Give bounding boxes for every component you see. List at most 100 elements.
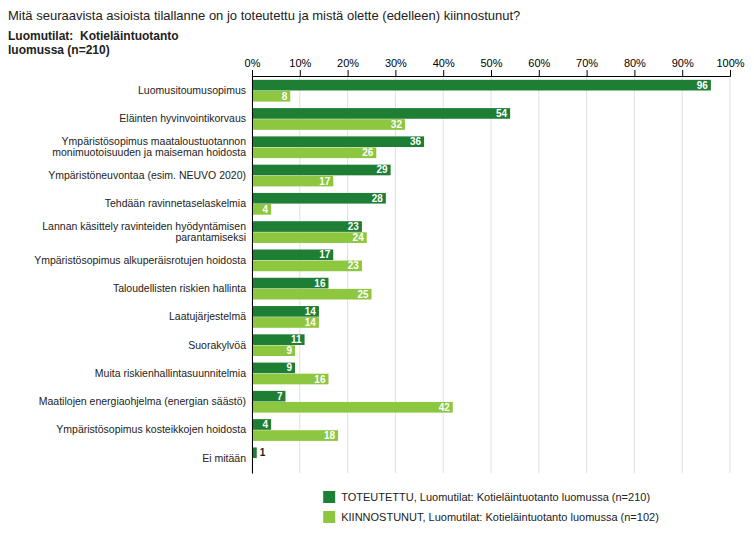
x-tick-mark xyxy=(443,70,444,76)
y-tick-label: Ympäristösopimus kosteikkojen hoidosta xyxy=(56,423,246,435)
y-tick: Ei mitään xyxy=(202,452,246,464)
data-label: 16 xyxy=(314,278,326,289)
x-tick-label: 50% xyxy=(480,57,502,69)
x-tick: 20% xyxy=(337,57,359,76)
y-tick-label: Ei mitään xyxy=(202,452,246,464)
legend-item: TOTEUTETTU, Luomutilat: Kotieläintuotant… xyxy=(323,491,650,503)
data-label: 14 xyxy=(305,317,317,328)
data-label: 4 xyxy=(263,204,269,215)
bar xyxy=(252,176,333,187)
x-tick-mark xyxy=(730,70,731,76)
data-labels: 9654362928231716141197418322617424232514… xyxy=(260,80,709,459)
x-tick-mark xyxy=(634,70,635,76)
y-tick: Suorakylvöä xyxy=(188,339,246,351)
y-tick: Luomusitoumusopimus xyxy=(138,84,246,96)
x-tick-mark xyxy=(252,70,253,76)
bar xyxy=(252,317,319,328)
data-label: 17 xyxy=(319,249,331,260)
x-tick: 30% xyxy=(385,57,407,76)
y-tick-label: Laatujärjestelmä xyxy=(169,310,246,322)
grid-line xyxy=(634,76,635,473)
grid-line xyxy=(347,76,348,473)
bar xyxy=(252,249,333,260)
bar xyxy=(252,136,424,147)
y-tick: Laatujärjestelmä xyxy=(169,310,246,322)
y-axis: Luomusitoumusopimus Eläinten hyvinvointik… xyxy=(34,77,252,474)
bar xyxy=(252,334,305,345)
y-tick: Ympäristösopimus maataloustuotannonmonim… xyxy=(52,135,246,159)
grid-line xyxy=(491,76,492,473)
data-label: 96 xyxy=(697,80,709,91)
bar xyxy=(252,108,510,119)
bar xyxy=(252,147,376,158)
x-tick-label: 20% xyxy=(337,57,359,69)
data-label: 17 xyxy=(319,176,331,187)
y-tick: Ympäristösopimus alkuperäisrotujen hoido… xyxy=(34,254,246,266)
bar xyxy=(252,419,271,430)
grid-line xyxy=(252,76,253,473)
data-label: 8 xyxy=(282,91,288,102)
x-tick: 80% xyxy=(624,57,646,76)
legend-label: TOTEUTETTU, Luomutilat: Kotieläintuotant… xyxy=(341,491,650,503)
data-label: 23 xyxy=(348,221,360,232)
y-tick: Lannan käsittely ravinteiden hyödyntämis… xyxy=(42,220,246,244)
bar xyxy=(252,221,362,232)
y-tick-label: Ympäristösopimus maataloustuotannonmonim… xyxy=(52,135,246,159)
y-tick: Maatilojen energiaohjelma (energian sääs… xyxy=(39,395,246,407)
x-tick-mark xyxy=(300,70,301,76)
y-axis-line xyxy=(252,77,253,474)
y-tick: Tehdään ravinnetaselaskelmia xyxy=(105,197,246,209)
bar xyxy=(252,80,711,91)
legend-swatch xyxy=(323,491,335,503)
data-label: 29 xyxy=(376,164,388,175)
data-label: 14 xyxy=(305,306,317,317)
x-tick-mark xyxy=(539,70,540,76)
bar xyxy=(252,261,362,272)
grid xyxy=(252,76,730,473)
data-label: 7 xyxy=(277,391,283,402)
y-tick: Muita riskienhallintasuunnitelmia xyxy=(95,367,246,379)
y-tick-label: Luomusitoumusopimus xyxy=(138,84,246,96)
grid-line xyxy=(443,76,444,473)
x-tick-label: 80% xyxy=(624,57,646,69)
bars xyxy=(252,80,711,458)
grid-line xyxy=(682,76,683,473)
data-label: 32 xyxy=(391,119,403,130)
data-label: 54 xyxy=(496,108,508,119)
x-tick-label: 60% xyxy=(528,57,550,69)
data-label: 9 xyxy=(286,345,292,356)
data-label: 9 xyxy=(286,362,292,373)
x-tick-label: 30% xyxy=(385,57,407,69)
legend-label: KIINNOSTUNUT, Luomutilat: Kotieläintuota… xyxy=(341,511,659,523)
bar xyxy=(252,278,328,289)
x-tick-mark xyxy=(587,70,588,76)
data-label: 11 xyxy=(291,334,302,345)
bar xyxy=(252,165,391,176)
x-tick-label: 0% xyxy=(245,57,261,69)
legend-item: KIINNOSTUNUT, Luomutilat: Kotieläintuota… xyxy=(323,511,659,523)
x-tick-label: 90% xyxy=(672,57,694,69)
grid-line xyxy=(538,76,539,473)
data-label: 4 xyxy=(263,419,269,430)
x-axis: 0%10%20%30%40%50%60%70%80%90%100% xyxy=(245,57,745,77)
x-axis-line xyxy=(253,70,731,77)
y-tick-label: Ympäristöneuvontaa (esim. NEUVO 2020) xyxy=(48,169,246,181)
chart: Mitä seuraavista asioista tilallanne on … xyxy=(0,0,754,537)
data-label: 42 xyxy=(439,402,451,413)
grid-line xyxy=(730,76,731,473)
bar xyxy=(252,232,367,243)
y-tick-label: Ympäristösopimus alkuperäisrotujen hoido… xyxy=(34,254,246,266)
bar xyxy=(252,204,271,215)
x-tick: 40% xyxy=(433,57,455,76)
x-tick-mark xyxy=(491,70,492,76)
x-tick-mark xyxy=(682,70,683,76)
x-tick: 60% xyxy=(528,57,550,76)
subtitle: Luomutilat: Kotieläintuotantoluomussa (n… xyxy=(8,29,179,57)
y-tick-label: Tehdään ravinnetaselaskelmia xyxy=(105,197,246,209)
grid-line xyxy=(299,76,300,473)
bar xyxy=(252,289,372,300)
bar xyxy=(252,345,295,356)
legend-swatch xyxy=(323,511,335,523)
x-tick: 100% xyxy=(716,57,744,76)
y-tick-label: Eläinten hyvinvointikorvaus xyxy=(119,112,246,124)
